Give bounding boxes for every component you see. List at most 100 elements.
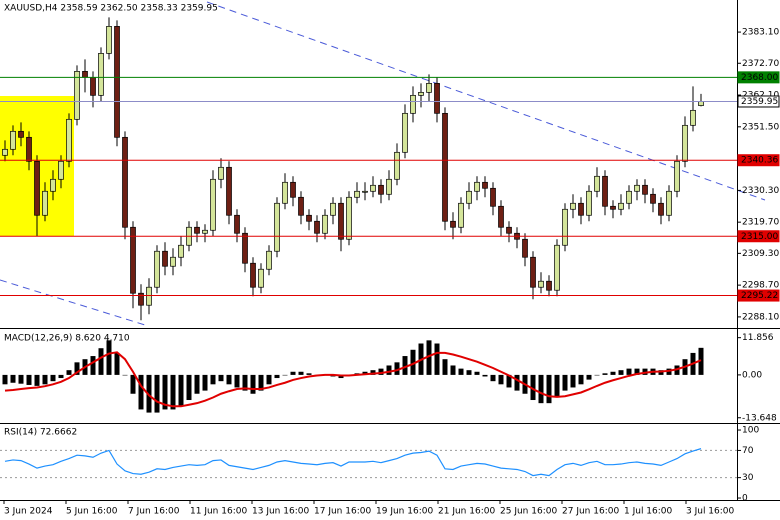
- candle-body: [626, 190, 632, 204]
- y-tick-label: 30: [742, 473, 754, 483]
- macd-bar: [298, 371, 304, 375]
- level-label: 2359.95: [741, 97, 778, 107]
- macd-bar: [130, 374, 136, 394]
- macd-bar: [274, 374, 280, 379]
- macd-bar: [90, 356, 96, 375]
- level-label: 2295.22: [741, 291, 778, 301]
- candle-body: [442, 112, 448, 222]
- y-tick-label: 2288.10: [742, 312, 779, 322]
- macd-bar: [506, 374, 512, 388]
- x-tick-label: 25 Jun 16:00: [500, 507, 557, 517]
- candle-body: [394, 151, 400, 180]
- candle-body: [682, 124, 688, 162]
- macd-bar: [194, 374, 200, 394]
- candle-body: [338, 202, 344, 240]
- y-tick-label: 11.856: [742, 333, 774, 343]
- macd-bar: [106, 340, 112, 375]
- y-tick-label: 2383.10: [742, 28, 779, 38]
- x-tick-label: 13 Jun 16:00: [252, 507, 309, 517]
- macd-bar: [306, 373, 312, 375]
- macd-bar: [66, 370, 72, 375]
- macd-bar: [586, 374, 592, 380]
- level-label-box: [737, 289, 780, 302]
- candle-body: [74, 71, 80, 120]
- macd-title: MACD(12,26,9) 8.620 4.710: [4, 334, 130, 344]
- macd-bar: [442, 359, 448, 375]
- macd-bar: [658, 370, 664, 375]
- candle-body: [18, 130, 24, 138]
- candle-body: [306, 214, 312, 222]
- candle-body: [386, 178, 392, 195]
- macd-bar: [250, 374, 256, 394]
- candle-body: [210, 178, 216, 231]
- macd-bar: [98, 348, 104, 375]
- candle-body: [154, 250, 160, 288]
- candle-body: [490, 187, 496, 207]
- candle-body: [410, 94, 416, 114]
- macd-bar: [698, 347, 704, 375]
- candle-body: [562, 208, 568, 246]
- macd-bar: [210, 374, 216, 385]
- macd-bar: [530, 374, 536, 401]
- candle-body: [218, 166, 224, 180]
- candle-body: [282, 181, 288, 204]
- candle-body: [146, 286, 152, 306]
- macd-bar: [74, 362, 80, 375]
- candle-body: [82, 71, 88, 78]
- macd-bar: [594, 374, 600, 376]
- candle-body: [170, 256, 176, 267]
- candle-body: [298, 196, 304, 216]
- macd-bar: [138, 374, 144, 410]
- y-tick-label: 2298.70: [742, 281, 779, 291]
- macd-bar: [162, 374, 168, 410]
- candle-body: [50, 178, 56, 192]
- candle-body: [250, 262, 256, 288]
- x-tick-label: 19 Jun 16:00: [376, 507, 433, 517]
- candle-body: [458, 202, 464, 228]
- macd-bar: [570, 374, 576, 388]
- y-tick-label: 2309.30: [742, 249, 779, 259]
- macd-bar: [450, 365, 456, 375]
- macd-bar: [114, 352, 120, 375]
- macd-bar: [26, 374, 32, 385]
- candle-body: [434, 82, 440, 114]
- macd-bar: [386, 365, 392, 375]
- macd-bar: [226, 374, 232, 385]
- level-label-box: [737, 95, 780, 108]
- y-tick-label: 0.00: [742, 370, 762, 380]
- candle-body: [634, 184, 640, 192]
- macd-bar: [202, 374, 208, 391]
- macd-bar: [426, 340, 432, 375]
- candle-body: [226, 166, 232, 216]
- macd-bar: [2, 374, 8, 385]
- macd-bar: [410, 349, 416, 375]
- candle-body: [98, 53, 104, 96]
- candle-body: [34, 160, 40, 216]
- macd-bar: [482, 374, 488, 377]
- y-tick-label: 2351.50: [742, 122, 779, 132]
- level-label-box: [737, 230, 780, 243]
- candle-body: [666, 190, 672, 216]
- macd-bar: [10, 374, 16, 383]
- x-tick-label: 17 Jun 16:00: [314, 507, 371, 517]
- y-tick-label: 0: [742, 494, 748, 504]
- candle-body: [258, 268, 264, 288]
- candle-body: [658, 202, 664, 216]
- x-tick-label: 3 Jun 2024: [4, 507, 53, 517]
- candle-body: [322, 214, 328, 234]
- candle-body: [290, 181, 296, 198]
- macd-bar: [186, 374, 192, 401]
- candle-body: [426, 82, 432, 93]
- level-label: 2340.36: [741, 156, 778, 166]
- rsi-line: [4, 448, 702, 477]
- candle-body: [42, 190, 48, 216]
- candle-body: [474, 181, 480, 192]
- candle-body: [194, 226, 200, 234]
- candle-body: [242, 232, 248, 264]
- candle-body: [66, 118, 72, 162]
- y-tick-label: -13.648: [742, 413, 777, 423]
- level-label: 2315.00: [741, 232, 778, 242]
- macd-bar: [218, 374, 224, 382]
